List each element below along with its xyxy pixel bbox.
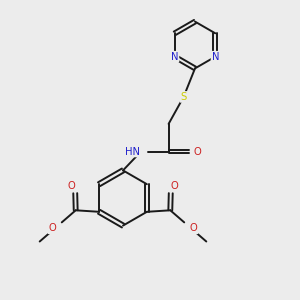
- Text: S: S: [181, 92, 187, 102]
- Text: O: O: [68, 181, 75, 191]
- Text: N: N: [212, 52, 219, 62]
- Text: O: O: [190, 223, 198, 233]
- Text: O: O: [48, 223, 56, 233]
- Text: O: O: [193, 146, 201, 157]
- Text: O: O: [171, 181, 178, 191]
- Text: N: N: [171, 52, 178, 62]
- Text: HN: HN: [124, 146, 140, 157]
